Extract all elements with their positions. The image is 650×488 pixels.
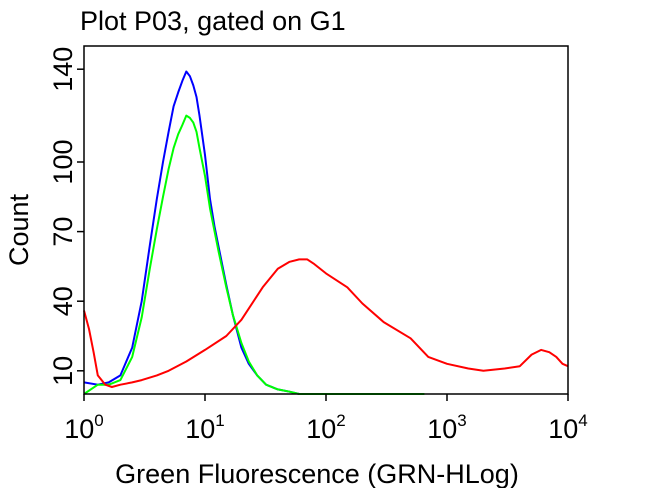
- histogram-series-3: [83, 258, 569, 388]
- x-axis-ticks: 100 101 102 103 104: [64, 394, 588, 444]
- y-tick-label: 40: [48, 286, 78, 316]
- histogram-curves: [83, 70, 569, 395]
- y-tick-label: 100: [48, 139, 78, 184]
- plot-frame: [83, 45, 569, 395]
- x-axis-label: Green Fluorescence (GRN-HLog): [115, 459, 519, 488]
- y-axis-label: Count: [4, 193, 34, 266]
- histogram-series-1: [83, 70, 300, 395]
- x-tick-label: 102: [306, 411, 346, 444]
- histogram-series-2: [83, 114, 425, 395]
- y-tick-label: 140: [48, 47, 78, 92]
- y-axis-ticks: 10 40 70 100 140: [48, 47, 84, 386]
- x-tick-label: 103: [427, 411, 467, 444]
- x-tick-label: 104: [548, 411, 588, 444]
- x-tick-label: 101: [185, 411, 225, 444]
- x-tick-label: 100: [64, 411, 104, 444]
- y-tick-label: 70: [48, 217, 78, 247]
- chart-title: Plot P03, gated on G1: [80, 6, 346, 36]
- y-tick-label: 10: [48, 356, 78, 386]
